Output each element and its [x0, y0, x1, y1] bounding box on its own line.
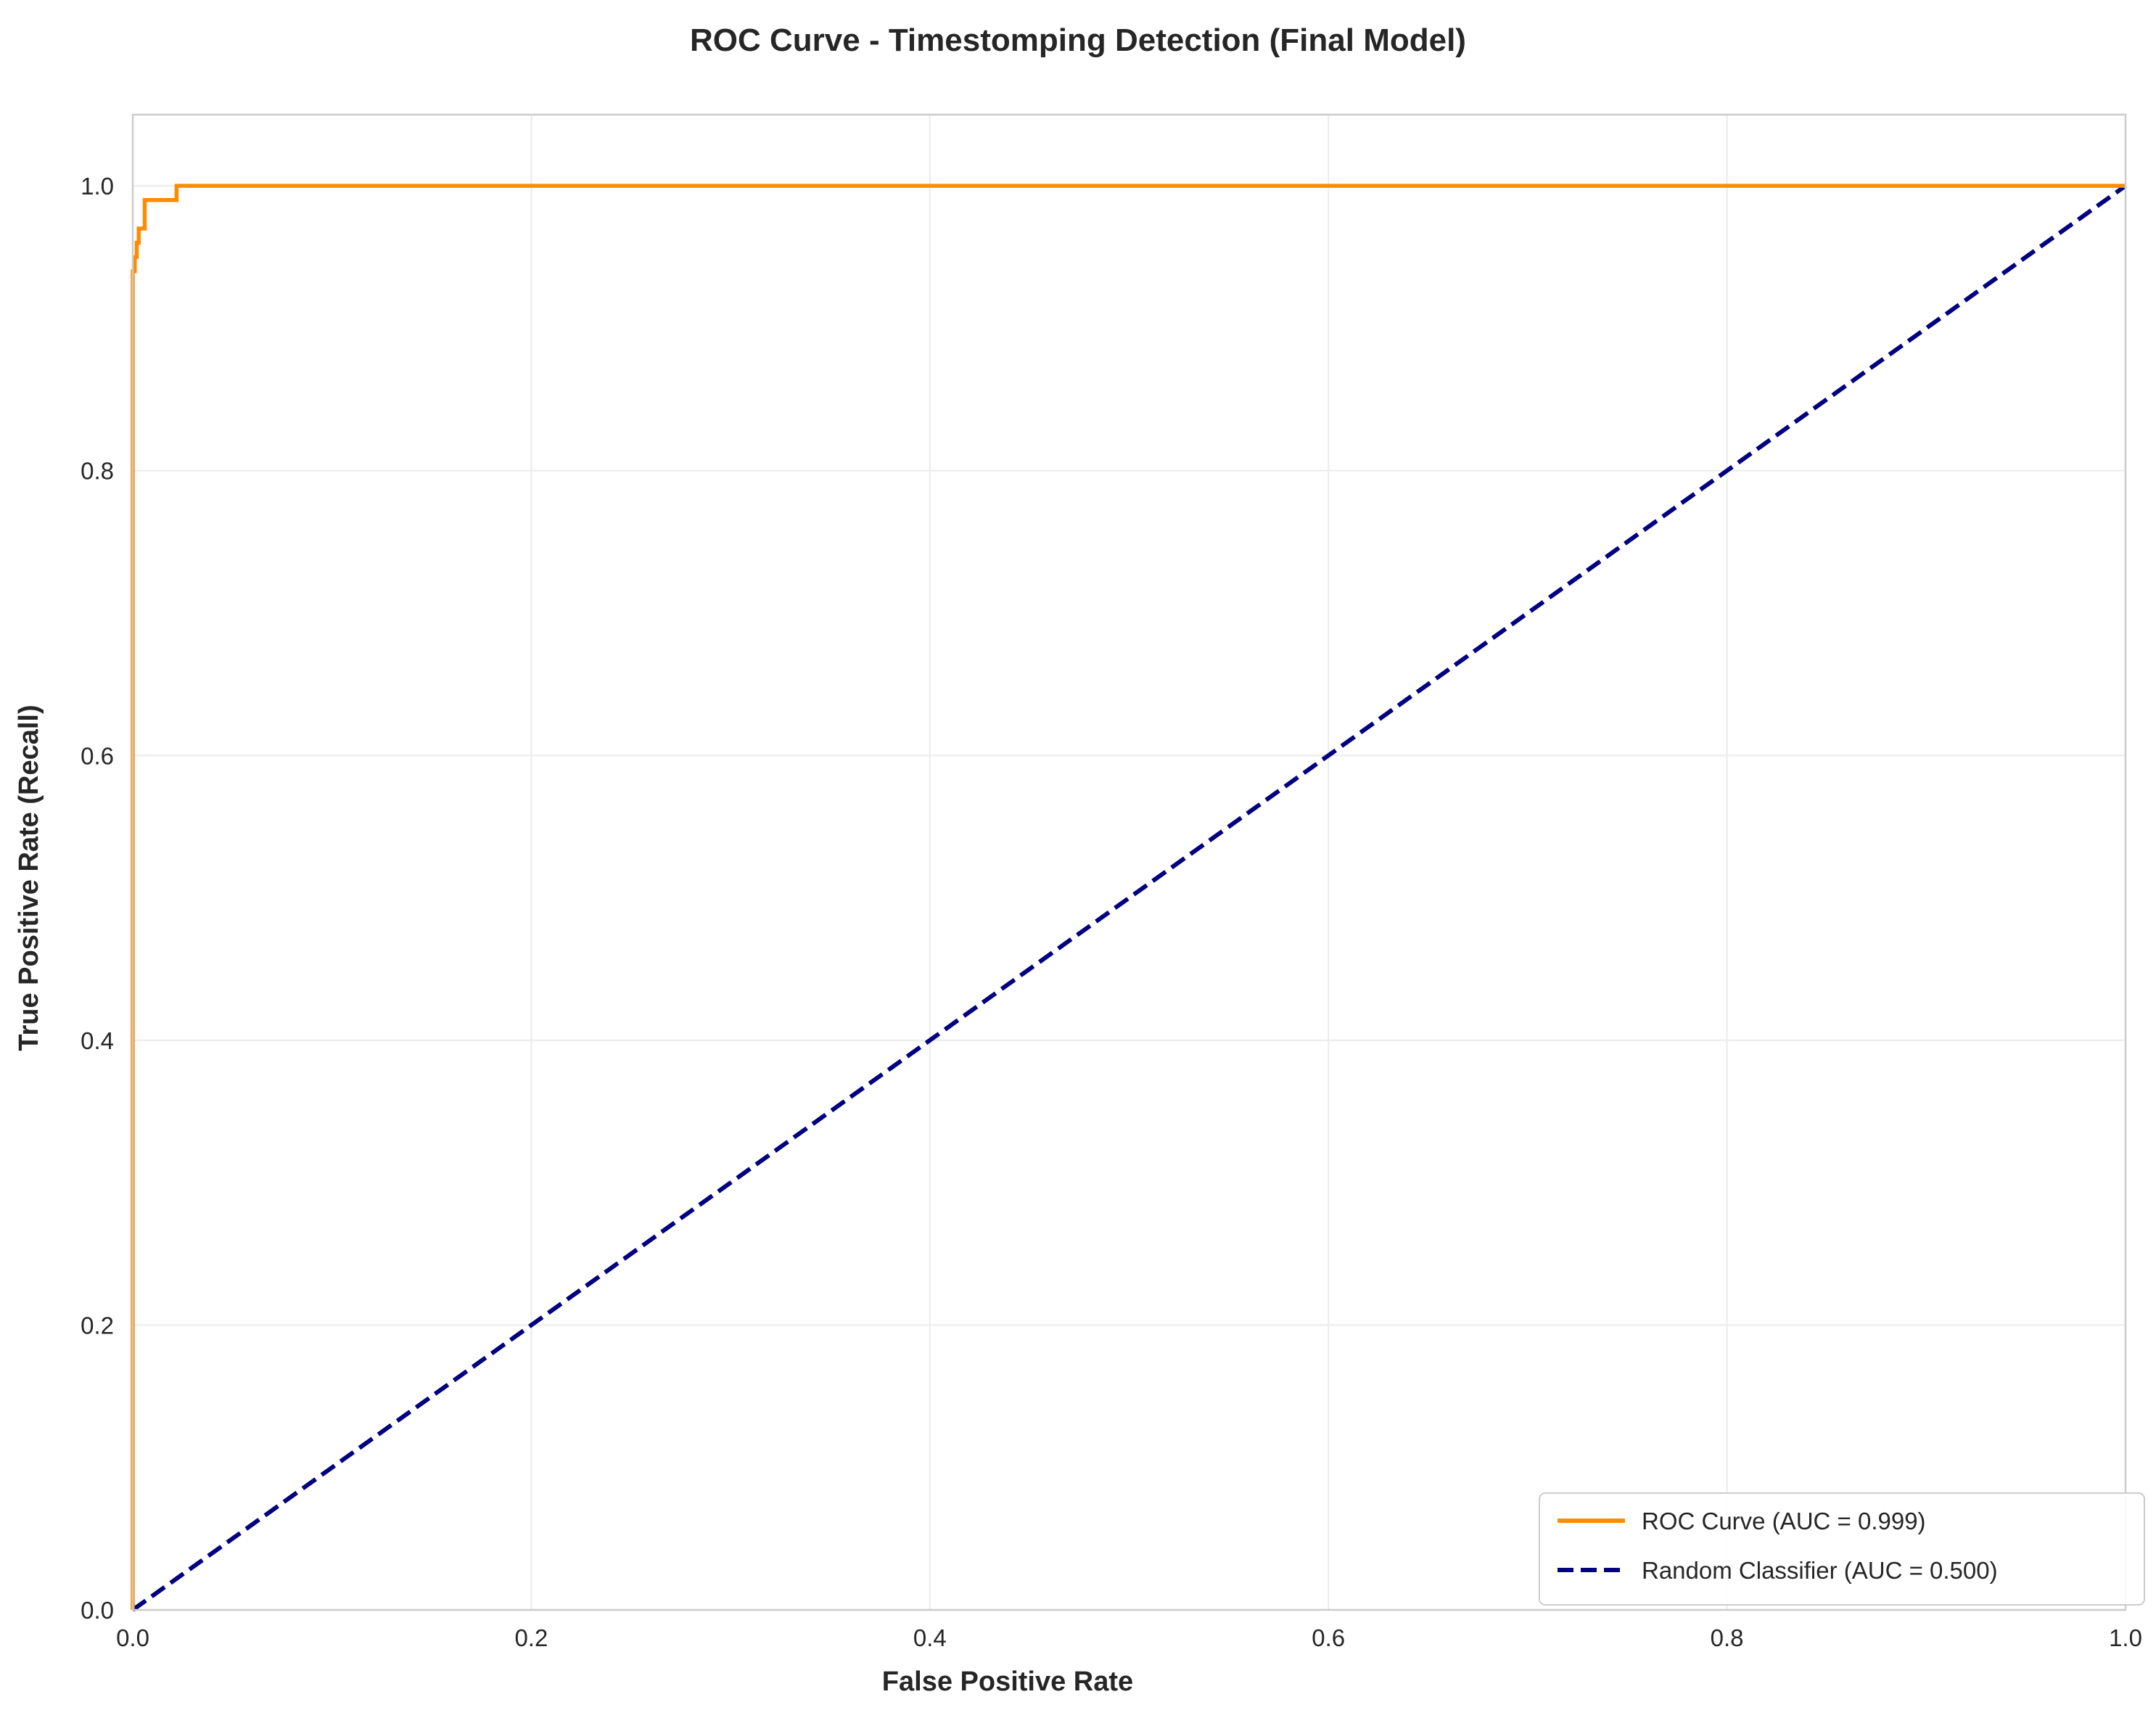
legend-label-roc-curve: ROC Curve (AUC = 0.999) [1642, 1508, 1926, 1534]
y-tick-label-1: 0.2 [81, 1312, 114, 1339]
plot-frame [131, 113, 2127, 1611]
y-tick-label-2: 0.4 [81, 1027, 114, 1054]
y-tick-label-4: 0.8 [81, 458, 114, 485]
legend-label-random-classifier: Random Classifier (AUC = 0.500) [1642, 1557, 1998, 1584]
y-tick-label-5: 1.0 [81, 173, 114, 200]
plot-series [131, 184, 2127, 1612]
x-axis-label: False Positive Rate [882, 1666, 1133, 1697]
legend-box [1539, 1492, 2145, 1606]
y-tick-label-3: 0.6 [81, 742, 114, 769]
x-tick-label-0: 0.0 [116, 1624, 149, 1651]
x-tick-label-5: 1.0 [2109, 1624, 2142, 1651]
x-tick-label-4: 0.8 [1711, 1624, 1744, 1651]
x-tick-label-2: 0.4 [913, 1624, 947, 1651]
x-tick-label-3: 0.6 [1312, 1624, 1345, 1651]
chart-title: ROC Curve - Timestomping Detection (Fina… [690, 22, 1466, 58]
y-axis-label: True Positive Rate (Recall) [14, 704, 44, 1051]
random-classifier-line [131, 184, 2127, 1612]
x-tick-label-1: 0.2 [514, 1624, 548, 1651]
y-tick-label-0: 0.0 [81, 1597, 114, 1624]
legend: ROC Curve (AUC = 0.999) Random Classifie… [1539, 1492, 2145, 1606]
roc-curve-line [131, 184, 2126, 1610]
x-axis-ticks: 0.0 0.2 0.4 0.6 0.8 1.0 [116, 1624, 2142, 1651]
y-axis-ticks: 0.0 0.2 0.4 0.6 0.8 1.0 [81, 173, 114, 1624]
